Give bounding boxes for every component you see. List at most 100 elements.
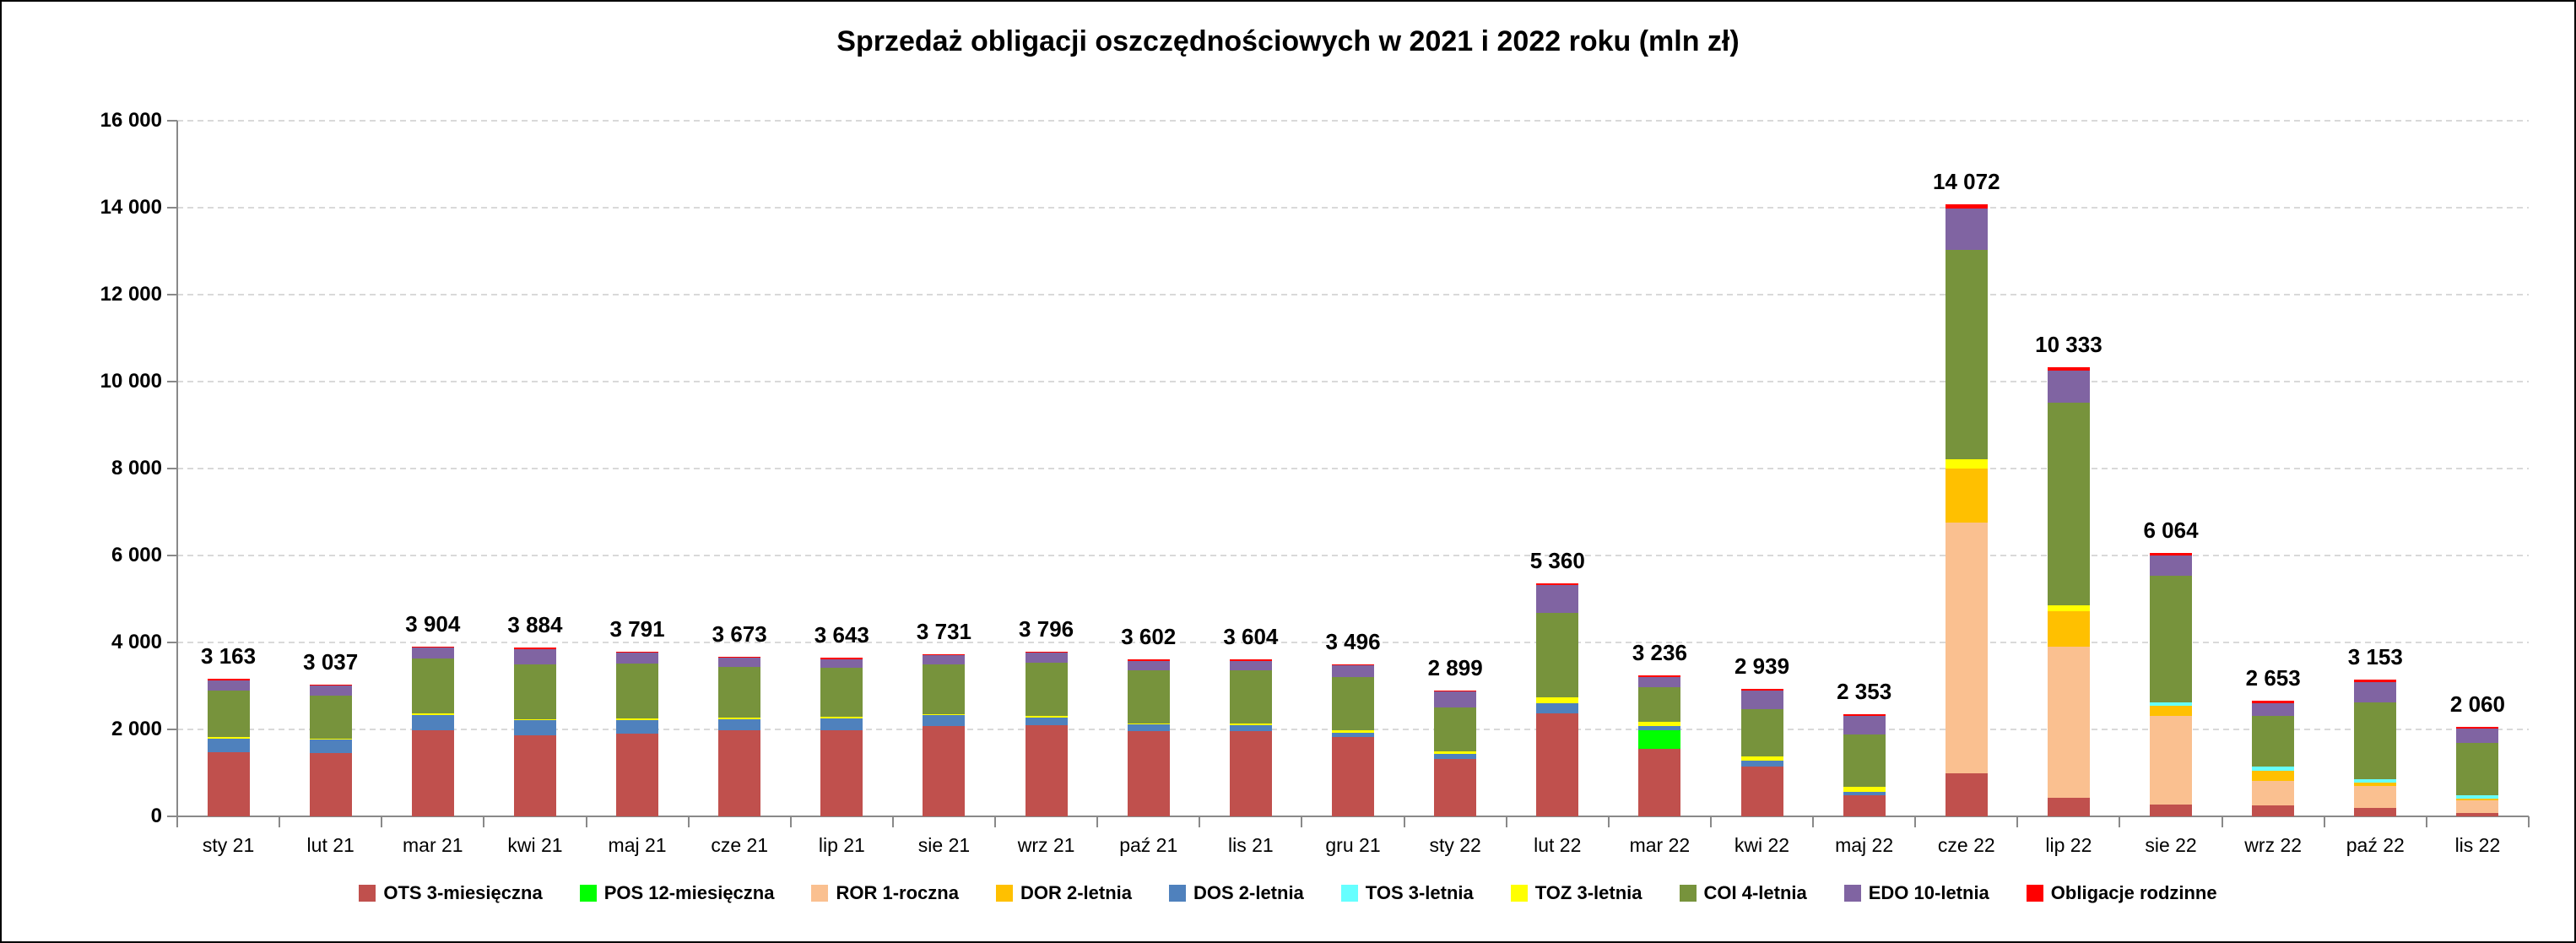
bar-segment-obligacje (1332, 664, 1374, 666)
bar-segment-ots (309, 752, 352, 816)
x-axis-line (177, 816, 2529, 817)
bar-segment-edo (411, 648, 454, 658)
bar-segment-edo (2354, 681, 2397, 703)
x-axis-tick (789, 816, 792, 827)
bar-segment-edo (309, 685, 352, 696)
bar-segment-toz (1229, 724, 1272, 726)
bar-segment-dos (820, 718, 863, 731)
bar-segment-obligacje (1229, 659, 1272, 661)
bar-segment-ror (2456, 799, 2499, 813)
legend-swatch-icon (359, 885, 376, 902)
legend-item: POS 12-miesięczna (579, 882, 775, 904)
bar-segment-dos (1740, 761, 1783, 767)
x-axis-tick (279, 816, 281, 827)
legend: OTS 3-miesięczna POS 12-miesięczna ROR 1-r… (2, 875, 2574, 912)
x-axis-tick (2221, 816, 2223, 827)
bar-segment-ots (616, 733, 659, 816)
x-axis-tick (687, 816, 690, 827)
x-axis-tick (2425, 816, 2427, 827)
bar-segment-dos (1127, 724, 1170, 731)
bar-total-label: 3 884 (507, 611, 563, 637)
bar-segment-coi (1740, 708, 1783, 756)
x-axis-tick (483, 816, 485, 827)
bar-segment-obligacje (2354, 679, 2397, 682)
x-axis-category-label: wrz 21 (1017, 834, 1075, 856)
y-axis-tick (167, 729, 177, 730)
bar-segment-edo (1638, 676, 1681, 687)
bar-total-label: 3 602 (1121, 624, 1177, 650)
bar-total-label: 3 796 (1019, 615, 1074, 642)
y-axis-tick (167, 468, 177, 469)
legend-swatch-icon (2026, 885, 2043, 902)
bar-total-label: 2 060 (2449, 691, 2505, 717)
bar-segment-ots (2354, 807, 2397, 816)
bar-segment-ots (2252, 805, 2295, 816)
bar-segment-dos (1638, 725, 1681, 730)
legend-item: EDO 10-letnia (1843, 882, 1989, 904)
bar-total-label: 3 791 (609, 615, 665, 642)
legend-swatch-icon (1843, 885, 1861, 902)
bar-segment-dos (1843, 791, 1886, 795)
bar-segment-obligacje (2252, 701, 2295, 704)
gridline (177, 468, 2529, 469)
bar-segment-dos (616, 719, 659, 734)
x-axis-category-label: kwi 21 (507, 834, 563, 856)
legend-item: COI 4-letnia (1679, 882, 1807, 904)
bar-segment-coi (309, 696, 352, 739)
bar-segment-coi (2150, 576, 2193, 702)
bar-total-label: 3 673 (712, 621, 767, 647)
bar-segment-coi (513, 664, 556, 719)
bar-total-label: 3 236 (1632, 640, 1687, 666)
y-axis-tick (167, 120, 177, 122)
bar-segment-dos (1332, 733, 1374, 738)
gridline (177, 381, 2529, 382)
bar-segment-toz (1536, 696, 1579, 703)
y-axis-label: 14 000 (100, 196, 162, 219)
x-axis-category-label: lis 22 (2454, 834, 2501, 856)
legend-item: ROR 1-roczna (811, 882, 959, 904)
bar-segment-dor (2150, 705, 2193, 716)
bar-segment-ots (1229, 731, 1272, 816)
bar-segment-edo (1740, 691, 1783, 709)
legend-label: DOR 2-letnia (1020, 882, 1132, 903)
bar-segment-ots (411, 729, 454, 816)
bar-total-label: 10 333 (2035, 331, 2102, 357)
bar-segment-edo (2252, 703, 2295, 716)
x-axis-tick (1403, 816, 1405, 827)
bar-segment-coi (923, 664, 966, 714)
x-axis-tick (891, 816, 894, 827)
bar-segment-ror (1945, 523, 1988, 773)
bar-total-label: 2 939 (1734, 653, 1790, 679)
legend-label: POS 12-miesięczna (603, 882, 775, 903)
gridline (177, 642, 2529, 643)
bar-segment-dos (207, 738, 250, 752)
bar-total-label: 2 899 (1427, 654, 1483, 680)
x-axis-category-label: mar 22 (1629, 834, 1691, 856)
x-axis-tick (2016, 816, 2019, 827)
bar-segment-dor (2354, 783, 2397, 787)
x-axis-category-label: paź 22 (2346, 834, 2405, 856)
legend-label: EDO 10-letnia (1868, 882, 1989, 903)
bar-segment-coi (2456, 743, 2499, 795)
x-axis-tick (2323, 816, 2325, 827)
bar-segment-coi (207, 691, 250, 737)
y-axis-label: 2 000 (111, 718, 162, 740)
legend-swatch-icon (1679, 885, 1697, 902)
bar-segment-tos (2456, 794, 2499, 799)
bar-segment-ots (1025, 725, 1068, 816)
bar-segment-ror (2150, 715, 2193, 805)
x-axis-category-label: lip 22 (2045, 834, 2092, 856)
x-axis-category-label: gru 21 (1325, 834, 1381, 856)
x-axis-tick (176, 816, 178, 827)
bar-segment-toz (616, 718, 659, 720)
bar-segment-ots (1127, 730, 1170, 816)
y-axis-label: 4 000 (111, 631, 162, 653)
x-axis-tick (2119, 816, 2121, 827)
bar-segment-coi (1536, 613, 1579, 697)
x-axis-category-label: sie 22 (2145, 834, 2197, 856)
x-axis-tick (1505, 816, 1507, 827)
legend-swatch-icon (1168, 885, 1186, 902)
bar-segment-toz (2047, 604, 2090, 611)
bar-segment-ots (2150, 805, 2193, 816)
x-axis-tick (1301, 816, 1303, 827)
